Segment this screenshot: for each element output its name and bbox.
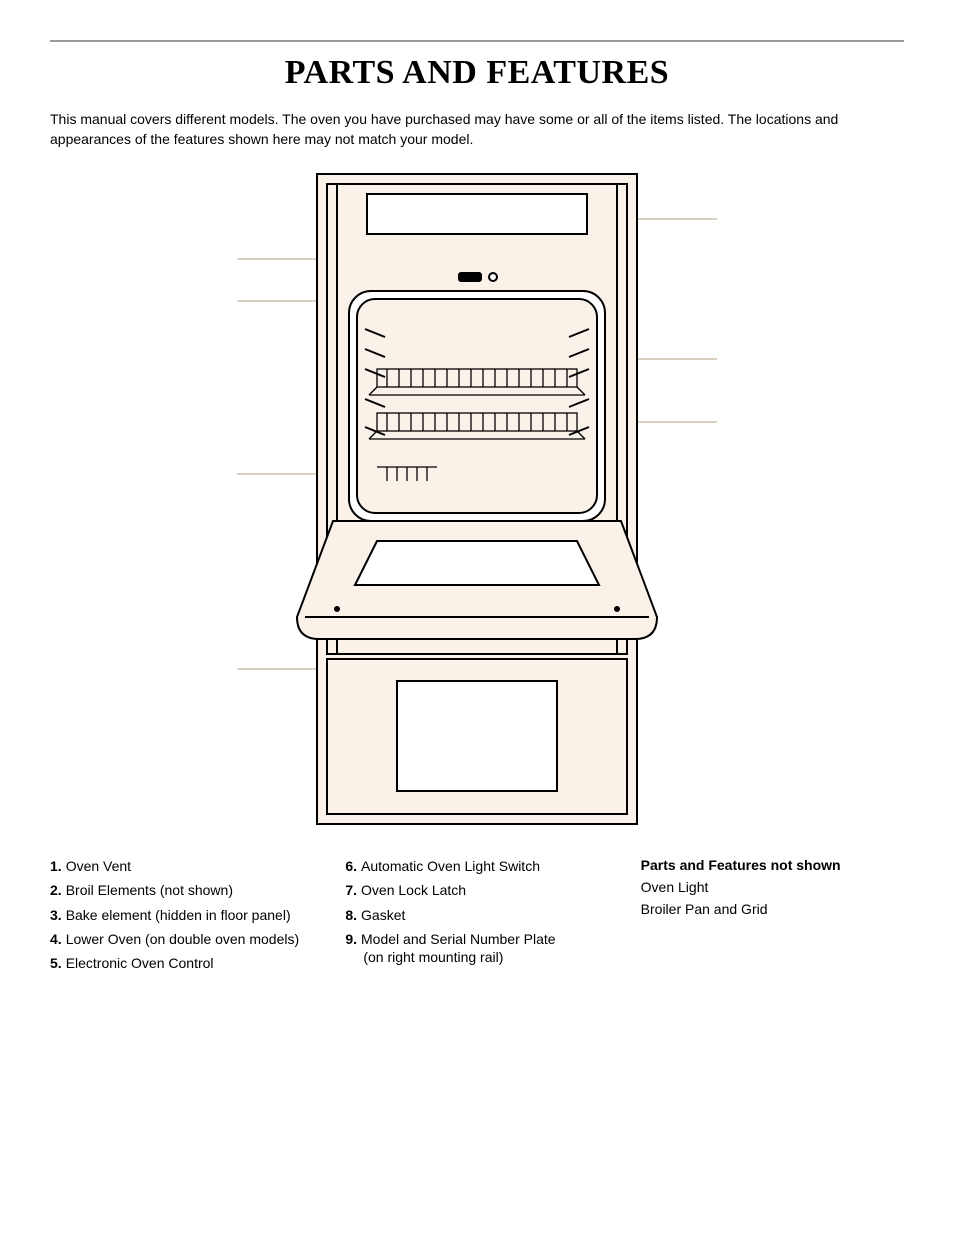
part-label: Broil Elements (not shown) <box>66 882 233 898</box>
part-number: 8. <box>345 907 357 923</box>
parts-list-item: 2.Broil Elements (not shown) <box>50 881 313 899</box>
part-number: 1. <box>50 858 62 874</box>
parts-list-item: 8.Gasket <box>345 906 608 924</box>
parts-col-2: 6.Automatic Oven Light Switch7.Oven Lock… <box>345 857 608 978</box>
parts-list-item: 1.Oven Vent <box>50 857 313 875</box>
part-label: Electronic Oven Control <box>66 955 214 971</box>
parts-list-item: 9.Model and Serial Number Plate(on right… <box>345 930 608 966</box>
parts-list-item: 3.Bake element (hidden in floor panel) <box>50 906 313 924</box>
diagram-container <box>50 169 904 829</box>
part-label: Oven Vent <box>66 858 131 874</box>
not-shown-item: Broiler Pan and Grid <box>641 901 904 917</box>
oven-door-open <box>297 521 657 639</box>
page-title: PARTS AND FEATURES <box>50 54 904 92</box>
parts-list-item: 7.Oven Lock Latch <box>345 881 608 899</box>
parts-col-1: 1.Oven Vent2.Broil Elements (not shown)3… <box>50 857 313 978</box>
part-number: 5. <box>50 955 62 971</box>
part-number: 3. <box>50 907 62 923</box>
oven-body <box>297 174 657 824</box>
part-label: Bake element (hidden in floor panel) <box>66 907 291 923</box>
parts-list-item: 5.Electronic Oven Control <box>50 954 313 972</box>
part-number: 2. <box>50 882 62 898</box>
not-shown-heading: Parts and Features not shown <box>641 857 904 873</box>
parts-not-shown: Parts and Features not shown Oven Light B… <box>641 857 904 978</box>
part-sublabel: (on right mounting rail) <box>363 948 608 966</box>
part-label: Oven Lock Latch <box>361 882 466 898</box>
part-label: Model and Serial Number Plate <box>361 931 556 947</box>
parts-columns: 1.Oven Vent2.Broil Elements (not shown)3… <box>50 857 904 978</box>
latch <box>459 273 497 281</box>
parts-list-item: 4.Lower Oven (on double oven models) <box>50 930 313 948</box>
intro-text: This manual covers different models. The… <box>50 110 904 149</box>
oven-diagram <box>237 169 717 829</box>
part-label: Gasket <box>361 907 405 923</box>
part-label: Automatic Oven Light Switch <box>361 858 540 874</box>
parts-list-item: 6.Automatic Oven Light Switch <box>345 857 608 875</box>
part-number: 6. <box>345 858 357 874</box>
part-number: 4. <box>50 931 62 947</box>
not-shown-item: Oven Light <box>641 879 904 895</box>
part-label: Lower Oven (on double oven models) <box>66 931 299 947</box>
part-number: 9. <box>345 931 357 947</box>
top-rule <box>50 40 904 42</box>
part-number: 7. <box>345 882 357 898</box>
